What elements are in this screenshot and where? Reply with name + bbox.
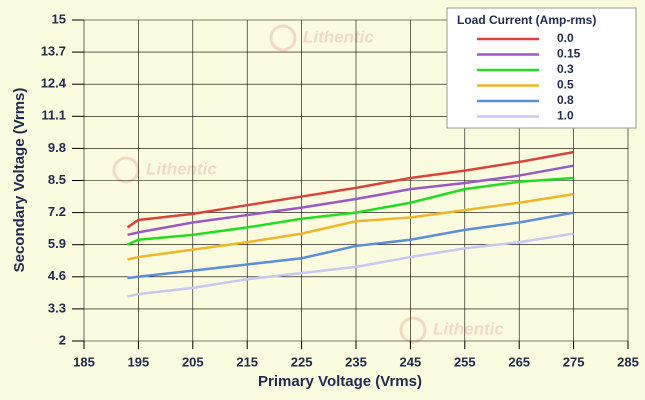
watermark: Lithentic (146, 159, 217, 178)
x-tick-label: 205 (182, 354, 204, 369)
x-tick-label: 195 (128, 354, 150, 369)
watermark: Lithentic (303, 27, 374, 46)
y-tick-label: 5.9 (48, 236, 66, 251)
legend-label: 0.5 (557, 78, 574, 92)
x-tick-label: 245 (400, 354, 422, 369)
x-tick-label: 255 (454, 354, 476, 369)
x-tick-label: 275 (563, 354, 585, 369)
x-tick-label: 185 (73, 354, 95, 369)
series-line (127, 164, 574, 237)
watermark-icon (112, 156, 140, 184)
x-tick-label: 265 (508, 354, 530, 369)
y-tick-label: 3.3 (48, 300, 66, 315)
legend-label: 0.15 (557, 47, 581, 61)
watermark-icon (269, 24, 297, 52)
series-line (126, 150, 574, 229)
watermark-icon (399, 316, 427, 344)
y-tick-label: 12.4 (41, 76, 67, 91)
x-tick-label: 225 (291, 354, 313, 369)
y-tick-label: 8.5 (48, 172, 66, 187)
y-tick-label: 13.7 (41, 44, 66, 59)
series-line (127, 211, 574, 280)
legend-label: 0.8 (557, 93, 574, 107)
legend-box (446, 7, 637, 129)
watermark: Lithentic (433, 319, 504, 338)
y-axis-title: Secondary Voltage (Vrms) (11, 88, 28, 273)
y-tick-label: 7.2 (48, 204, 66, 219)
x-tick-label: 235 (345, 354, 367, 369)
series-line (127, 176, 574, 246)
x-tick-label: 215 (236, 354, 258, 369)
legend-label: 1.0 (557, 109, 574, 123)
y-tick-label: 15 (52, 11, 66, 26)
x-axis-title: Primary Voltage (Vrms) (258, 373, 422, 390)
legend-title: Load Current (Amp-rms) (457, 13, 596, 27)
y-tick-label: 4.6 (48, 268, 66, 283)
y-tick-label: 9.8 (48, 140, 66, 155)
y-tick-label: 11.1 (41, 108, 66, 123)
legend-label: 0.3 (557, 62, 574, 76)
x-tick-label: 285 (617, 354, 639, 369)
y-tick-label: 2 (59, 332, 66, 347)
legend-label: 0.0 (557, 31, 574, 45)
series-line (127, 232, 574, 298)
series-line (127, 192, 574, 261)
